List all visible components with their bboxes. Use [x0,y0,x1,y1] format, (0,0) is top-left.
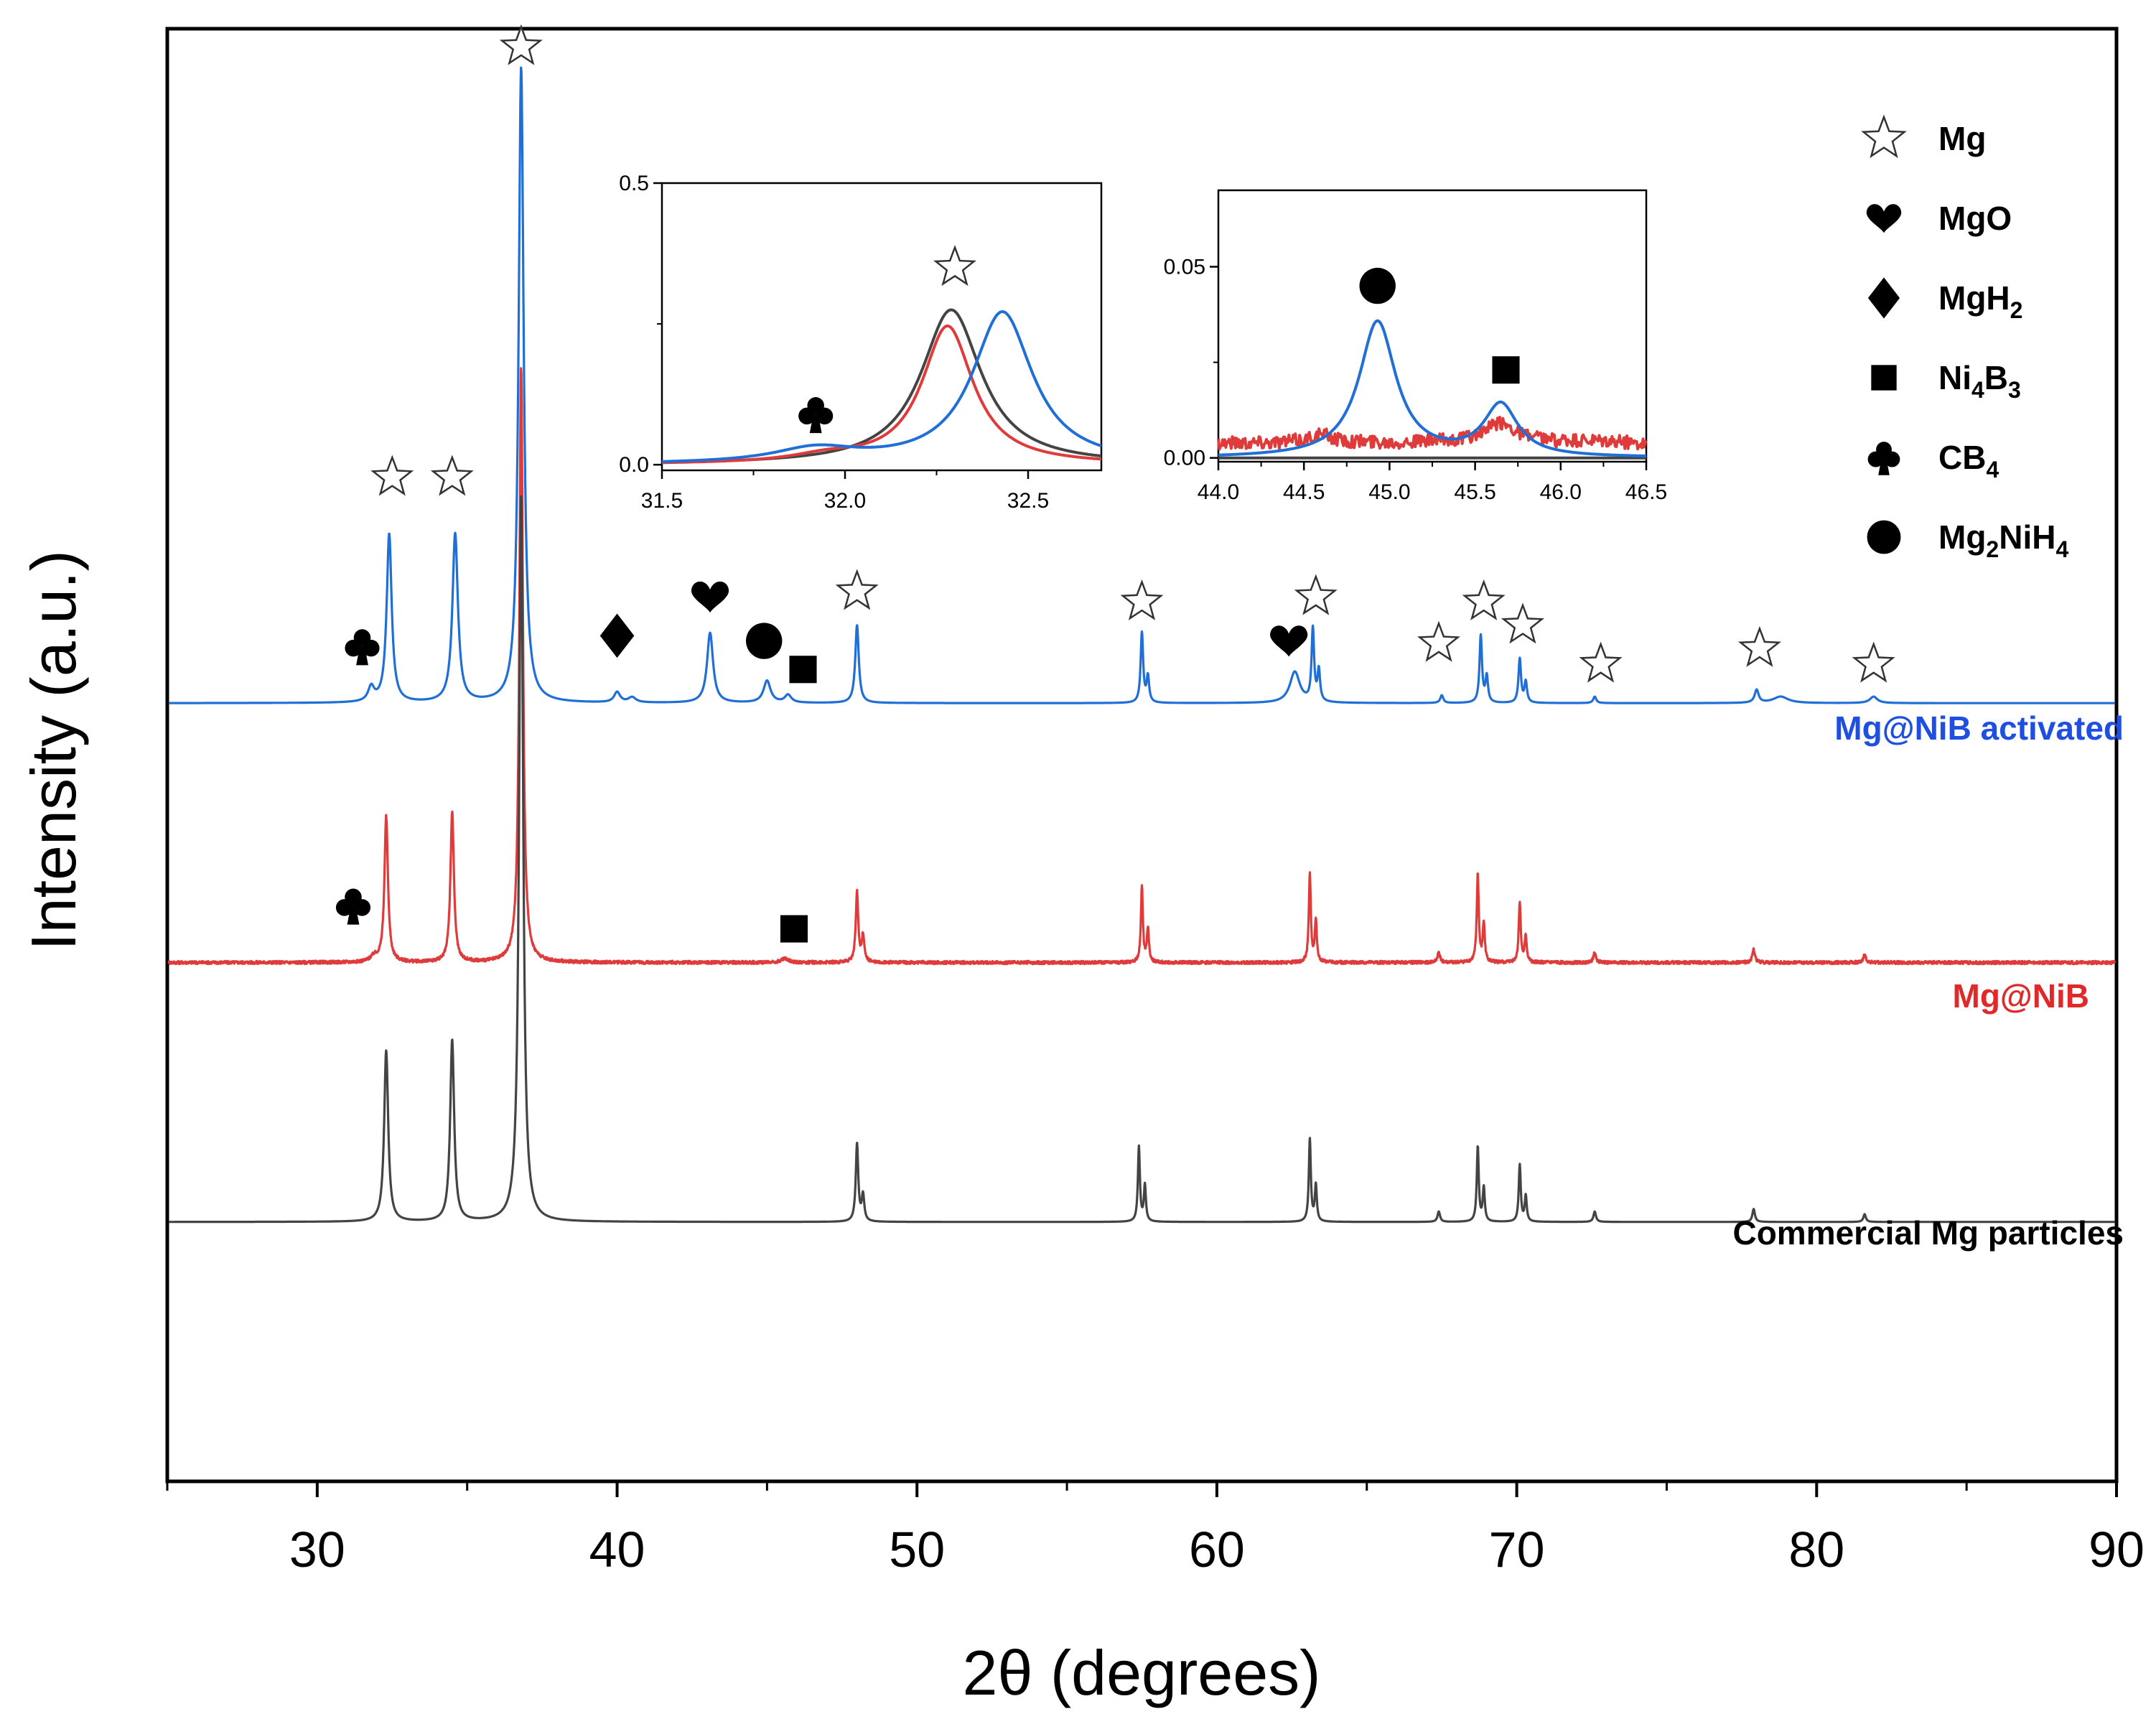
marker-star [430,455,474,496]
legend-label: CB4 [1938,439,1999,483]
marker-star [370,455,414,496]
series-label-mgnib: Mg@NiB [1953,977,2090,1015]
inset-frame [661,182,1103,472]
marker-star [1579,641,1623,683]
marker-club [345,639,362,657]
legend-symbol-club [1867,451,1884,467]
inset-series-line-1 [661,324,1102,465]
series-line-2 [167,495,2117,1224]
legend-symbol-star [1861,114,1907,159]
inset-x-tick-label: 46.0 [1540,480,1582,504]
inset-x-tick-label: 32.0 [824,489,866,513]
inset-marker-square [1492,356,1520,384]
main-y-axis-label: Intensity (a.u.) [18,550,89,951]
legend-label: MgO [1938,200,2012,237]
marker-square [789,656,817,684]
x-tick-label: 70 [1489,1522,1545,1578]
main-plot-frame [165,27,2119,1484]
inset-x-tick-label: 32.5 [1007,489,1049,513]
marker-star [499,24,543,65]
series-line-1 [167,367,2117,966]
legend-symbol-square [1871,365,1897,391]
inset-x-tick-label: 44.5 [1283,480,1325,504]
inset-y-tick-label: 0.0 [619,453,649,477]
marker-star [1852,641,1895,683]
legend-symbol-heart [1866,204,1902,233]
inset-peak-45: 44.0 44.5 45.0 45.5 46.0 46.5 0.00 0.05 [1164,189,1667,504]
inset-x-tick-label: 31.5 [641,489,683,513]
marker-square [780,915,808,943]
marker-club [335,899,353,916]
marker-club [363,639,380,657]
marker-circle [746,623,783,659]
legend-symbol-club [1878,457,1890,475]
inset-y-tick-label: 0.00 [1164,447,1205,470]
x-tick-label: 30 [289,1522,345,1578]
legend-symbol-diamond [1867,277,1900,319]
marker-club [353,899,371,916]
x-tick-label: 50 [889,1522,945,1578]
inset-x-tick-label: 45.0 [1368,480,1410,504]
inset-marker-club [809,414,822,434]
marker-club [347,905,360,925]
x-tick-label: 80 [1788,1522,1844,1578]
marker-diamond [599,613,635,658]
inset-series-line-2 [661,310,1102,463]
marker-star [1462,579,1506,620]
marker-heart [1270,625,1308,657]
x-tick-label: 40 [589,1522,645,1578]
inset-series-line-1 [1217,416,1648,451]
main-x-ticks: 30 40 50 60 70 80 90 [166,1481,2145,1578]
phase-legend: Mg MgO MgH2 Ni4B3 CB4 Mg2NiH4 [1861,114,2068,562]
inset-marker-club [798,407,816,425]
legend-label: MgH2 [1938,279,2022,323]
inset-x-tick-label: 44.0 [1198,480,1239,504]
legend-label: Ni4B3 [1938,359,2021,403]
legend-label: Mg2NiH4 [1938,518,2068,562]
inset-marker-star [933,245,976,287]
phase-markers [335,24,1895,943]
marker-star [1501,602,1544,644]
series-label-activated: Mg@NiB activated [1834,709,2124,747]
marker-club [356,646,368,666]
marker-heart [691,581,729,613]
inset-y-tick-label: 0.5 [619,172,649,195]
inset-peak-32: 31.5 32.0 32.5 0.0 0.5 [619,172,1103,513]
inset-x-tick-label: 46.5 [1625,480,1667,504]
marker-star [1737,625,1782,667]
marker-star [1120,579,1164,620]
inset-y-tick-label: 0.05 [1164,255,1205,279]
inset-marker-circle [1359,267,1396,304]
legend-symbol-circle [1867,520,1901,554]
inset-frame [1217,189,1648,463]
x-tick-label: 60 [1189,1522,1245,1578]
marker-star [1417,620,1460,662]
main-x-axis-label: 2θ (degrees) [963,1637,1321,1708]
inset-marker-club [816,407,834,425]
marker-star [1294,574,1338,615]
marker-star [835,569,879,610]
inset-x-tick-label: 45.5 [1454,480,1495,504]
x-tick-label: 90 [2089,1522,2145,1578]
series-label-commercial: Commercial Mg particles [1732,1214,2124,1252]
legend-label: Mg [1938,120,1986,157]
series-line-0 [167,66,2117,704]
inset-series-line-2 [1218,319,1647,457]
main-series-group [167,66,2117,1224]
legend-symbol-club [1884,451,1900,467]
